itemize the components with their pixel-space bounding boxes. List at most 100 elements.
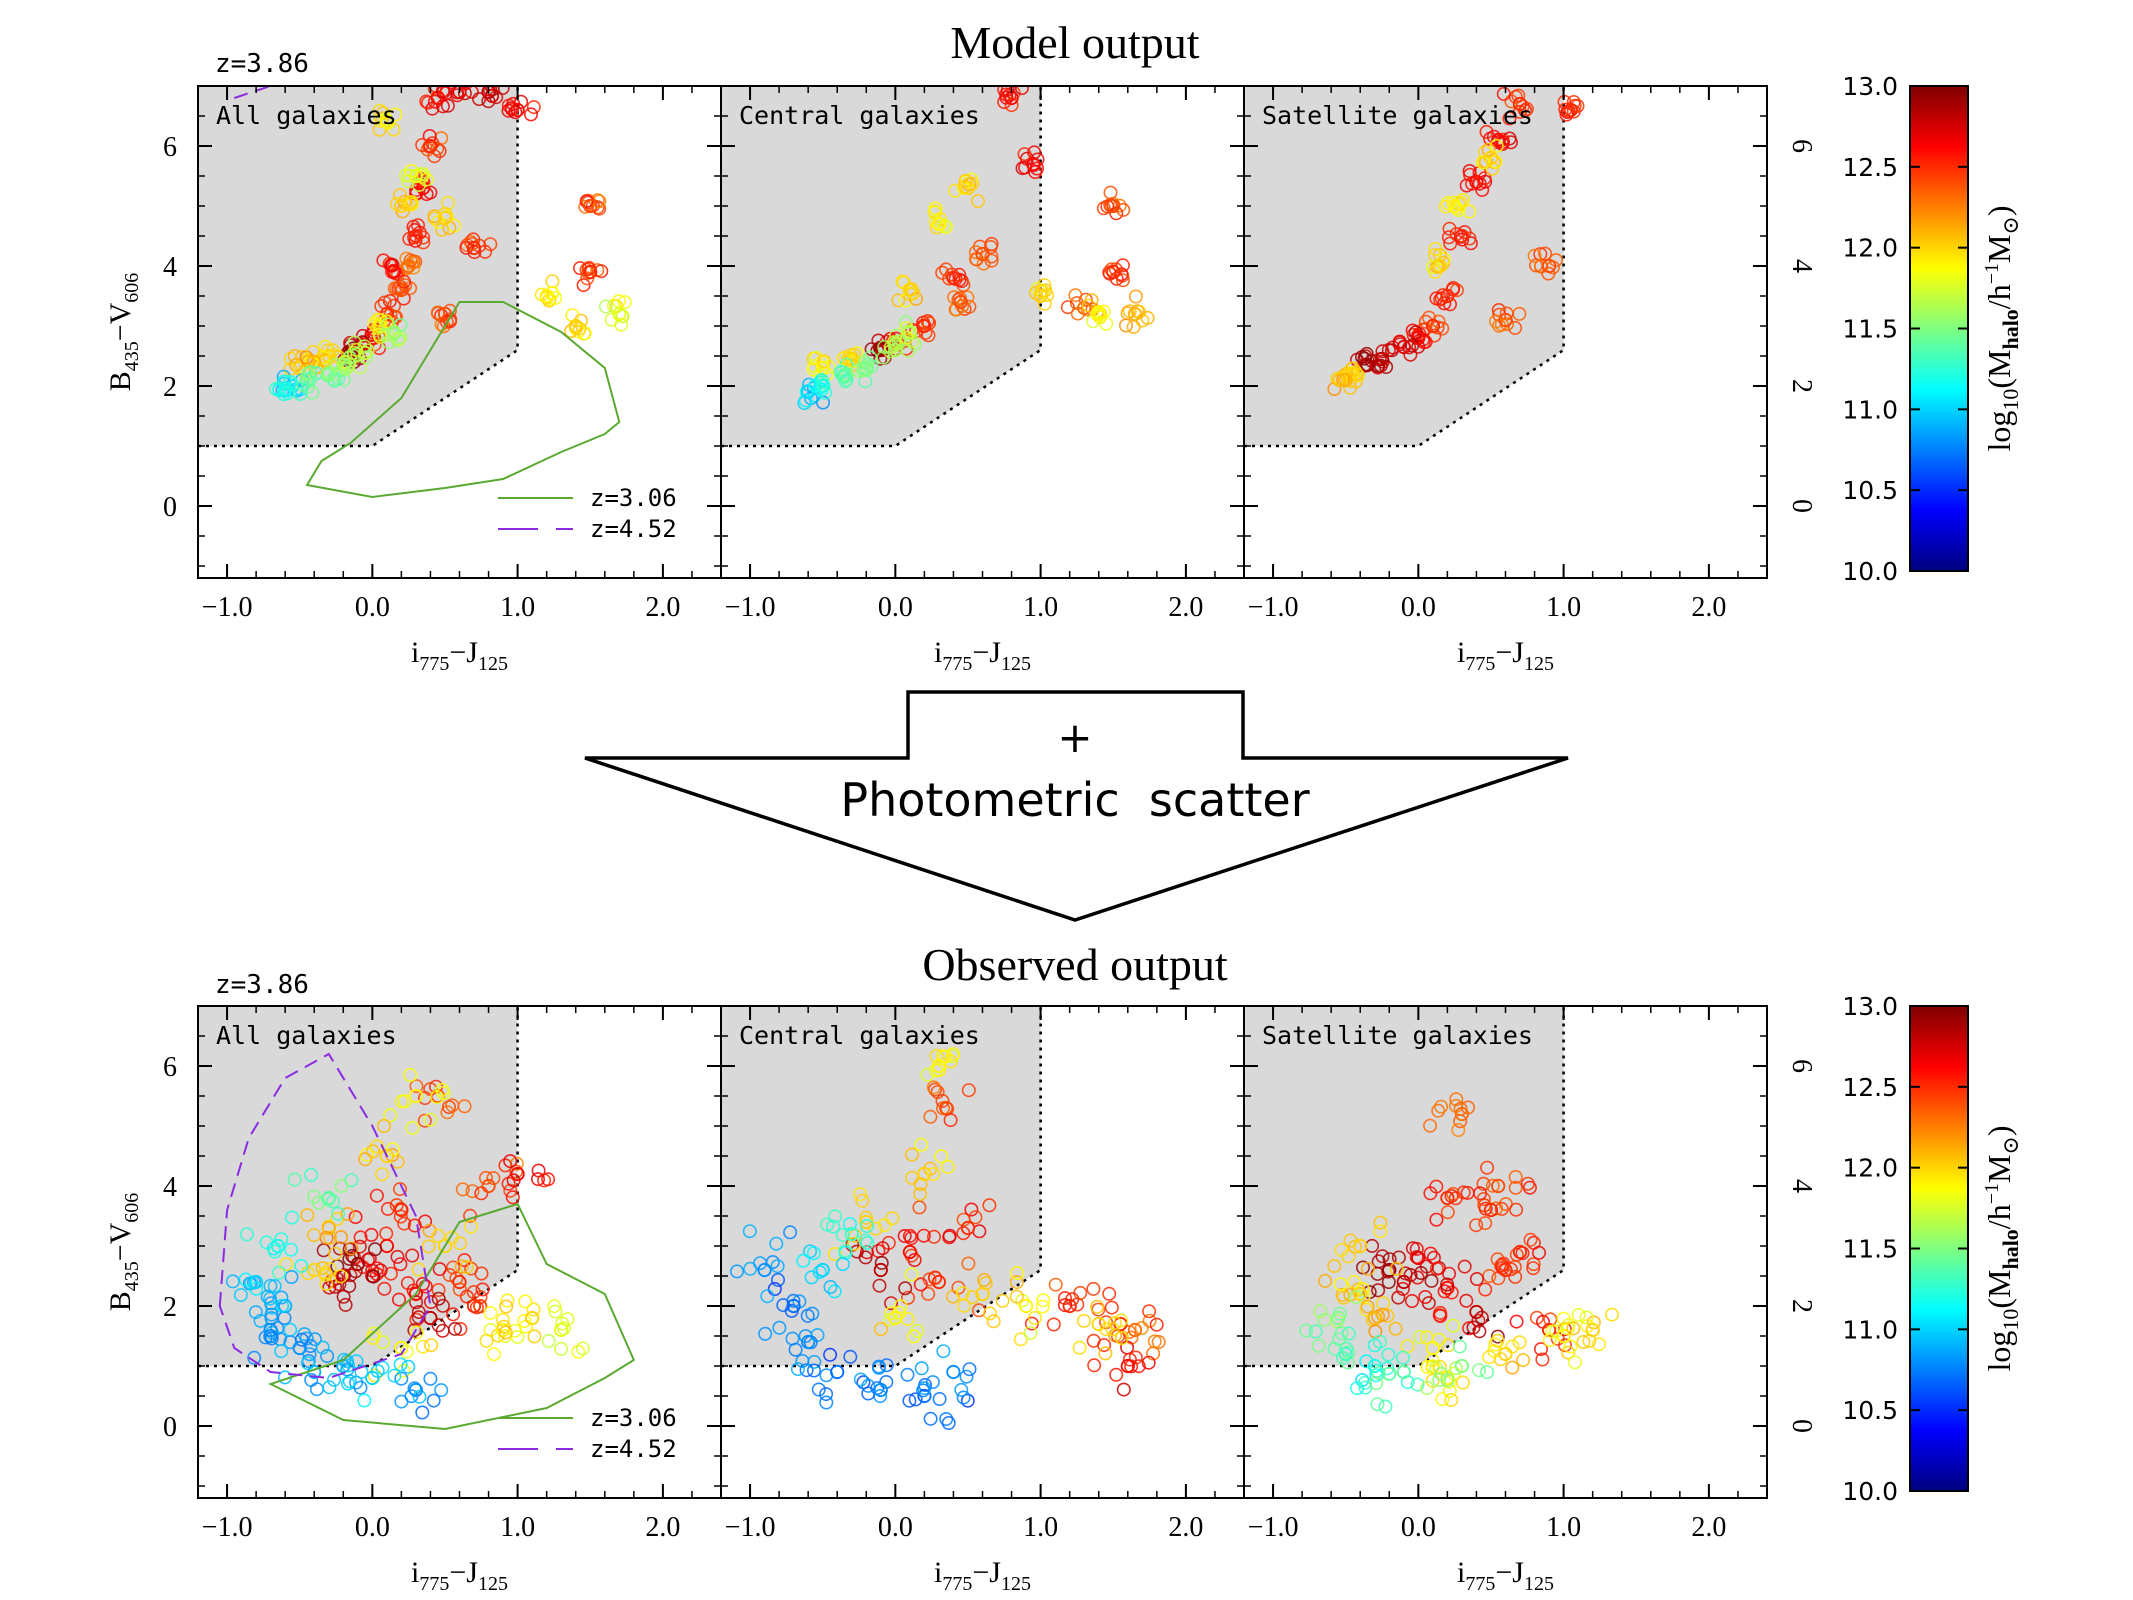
data-point (839, 372, 854, 387)
y-tick-label: 2 (163, 1292, 177, 1323)
data-point (965, 1290, 980, 1305)
data-point (397, 1216, 412, 1231)
selection-boundary (198, 1006, 519, 1368)
data-point (995, 1293, 1010, 1308)
data-point (1434, 1366, 1449, 1381)
data-point (431, 1291, 446, 1306)
data-point (486, 1347, 501, 1362)
x-tick-label: 1.0 (1546, 592, 1581, 623)
data-point (913, 1187, 928, 1202)
data-point (366, 1269, 381, 1284)
data-point (400, 1276, 415, 1291)
data-point (1472, 1363, 1487, 1378)
data-point (278, 381, 293, 397)
data-point (1339, 1341, 1354, 1356)
data-point (299, 372, 315, 388)
data-point (1526, 1235, 1541, 1250)
data-point (901, 1290, 916, 1305)
data-point (1490, 1252, 1505, 1267)
data-point (350, 1256, 365, 1272)
x-tick-label: 2.0 (645, 592, 680, 623)
data-point (1491, 132, 1506, 148)
data-point (444, 70, 456, 82)
data-point (873, 1382, 888, 1398)
data-point (769, 1236, 784, 1251)
data-point (1483, 1202, 1499, 1218)
data-point (397, 194, 412, 209)
data-point (409, 1325, 424, 1340)
data-point (415, 1405, 430, 1420)
data-point (945, 1289, 960, 1304)
data-point (860, 1235, 875, 1250)
data-point (1057, 1291, 1072, 1306)
data-point (408, 228, 423, 244)
data-point (767, 1281, 782, 1296)
data-point (408, 233, 423, 248)
data-point (401, 1359, 416, 1374)
data-point (1469, 1304, 1484, 1320)
data-point (285, 1210, 300, 1225)
data-point (1106, 198, 1121, 214)
data-point (916, 1228, 931, 1243)
data-point (1429, 1261, 1444, 1276)
panel-all-galaxies-observed: −1.0 0.0 1.0 2.0 0 2 4 6 All galaxies i775−J125 B4… (104, 1005, 722, 1595)
data-point (466, 1298, 482, 1314)
y-axis-label: B435−V606 (104, 273, 143, 392)
data-point (826, 1219, 841, 1234)
data-point (910, 1323, 925, 1338)
data-point (960, 180, 976, 196)
data-point (939, 1100, 954, 1116)
data-point (263, 1322, 278, 1338)
data-point (730, 1264, 744, 1279)
data-point (1027, 1310, 1042, 1325)
data-point (823, 1279, 838, 1294)
data-point (1478, 1216, 1493, 1231)
data-point (1318, 1273, 1333, 1288)
data-point (1327, 1259, 1342, 1274)
data-point (1073, 1285, 1088, 1300)
data-point (554, 1322, 569, 1338)
data-point (928, 1082, 943, 1097)
data-point (431, 1228, 446, 1243)
data-point (430, 1090, 445, 1105)
data-point (408, 1382, 423, 1398)
y-tick-label: 4 (163, 1172, 177, 1203)
data-point (1091, 306, 1106, 322)
data-point (1382, 1262, 1397, 1278)
data-point (336, 357, 351, 373)
data-point (975, 246, 990, 262)
data-point (1343, 380, 1358, 395)
data-point (1556, 1328, 1571, 1344)
data-point (855, 1193, 870, 1208)
data-point (530, 1172, 545, 1187)
colorbar-label: log10(Mhalo/h−1M⊙) (1981, 205, 2023, 451)
data-point (819, 1395, 834, 1410)
data-point (274, 1290, 289, 1305)
data-point (379, 1148, 394, 1164)
data-point (545, 274, 560, 289)
data-point (327, 1372, 342, 1387)
colorbar-tick-label: 11.0 (1842, 395, 1898, 424)
y-tick-label-right: 0 (1786, 1419, 1817, 1433)
data-point (369, 1188, 384, 1203)
data-point (1557, 1338, 1572, 1353)
y-tick-label: 0 (163, 1412, 177, 1443)
data-point (358, 1152, 373, 1167)
data-point (405, 1120, 420, 1135)
data-point (614, 317, 629, 332)
data-point (934, 1149, 949, 1164)
data-point (415, 1276, 430, 1291)
data-point (932, 1391, 947, 1406)
data-point (960, 1393, 975, 1408)
legend-label-z452: z=4.52 (590, 1435, 677, 1463)
data-point (1338, 1346, 1353, 1362)
data-point (902, 324, 917, 340)
data-point (384, 258, 399, 273)
data-point (1009, 1275, 1024, 1290)
data-point (914, 1361, 929, 1376)
data-point (935, 1093, 950, 1108)
series-massive-halos (1356, 1092, 1572, 1367)
data-point (437, 210, 453, 226)
data-point (1548, 1324, 1563, 1339)
data-point (446, 1260, 461, 1275)
